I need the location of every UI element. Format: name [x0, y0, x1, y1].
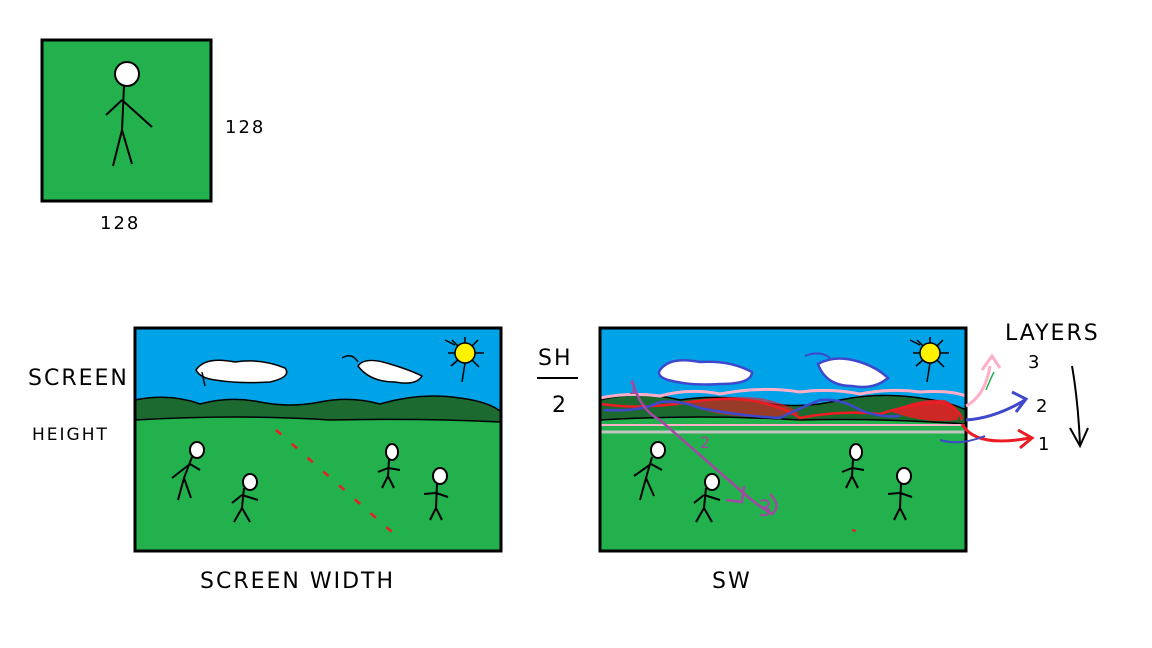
layer-label-1: 1	[1038, 434, 1051, 455]
inner-layer-label-3: 3	[758, 497, 774, 522]
layers-title: LAYERS	[1005, 321, 1100, 346]
layer1-fill-right	[892, 399, 959, 421]
figures-right	[633, 441, 913, 523]
sun-right-icon	[909, 337, 949, 383]
screen-width-short-label: SW	[712, 569, 752, 594]
half-height-label-top: SH	[538, 346, 573, 371]
layers-order-arrow	[1071, 365, 1081, 445]
layer2-arrow	[965, 398, 1026, 422]
cloud-right-2	[804, 352, 890, 389]
layer-label-2: 2	[1036, 396, 1049, 417]
screen-left	[133, 326, 503, 553]
cloud-left-2	[341, 355, 424, 384]
layer3-arrow	[965, 365, 992, 408]
figures-left	[171, 441, 449, 523]
layer3-outline	[599, 387, 967, 400]
cloud-left-1	[195, 359, 288, 387]
layer1-arrow	[960, 423, 1031, 443]
sprite-stick-figure	[105, 61, 153, 167]
inner-layer-label-1: 1	[628, 379, 640, 398]
inner-layer-label-2: 2	[700, 433, 712, 452]
dashed-path-left	[275, 429, 393, 533]
sprite-box	[40, 38, 213, 203]
layer2-outline	[603, 398, 901, 420]
screen-right: 1 2 3	[598, 326, 968, 553]
layer3-arrow-inner	[630, 379, 778, 516]
hills-left	[134, 395, 502, 423]
layer-label-3: 3	[1028, 352, 1041, 373]
cloud-right-1	[657, 359, 754, 386]
half-height-label-bottom: 2	[552, 393, 568, 418]
sun-left-icon	[444, 337, 484, 383]
sprite-width-label: 128	[100, 213, 140, 234]
sprite-height-label: 128	[225, 117, 265, 138]
screen-height-label-line1: SCREEN	[28, 366, 129, 391]
screen-height-label-line2: HEIGHT	[32, 425, 109, 445]
screen-width-label: SCREEN WIDTH	[200, 569, 395, 594]
